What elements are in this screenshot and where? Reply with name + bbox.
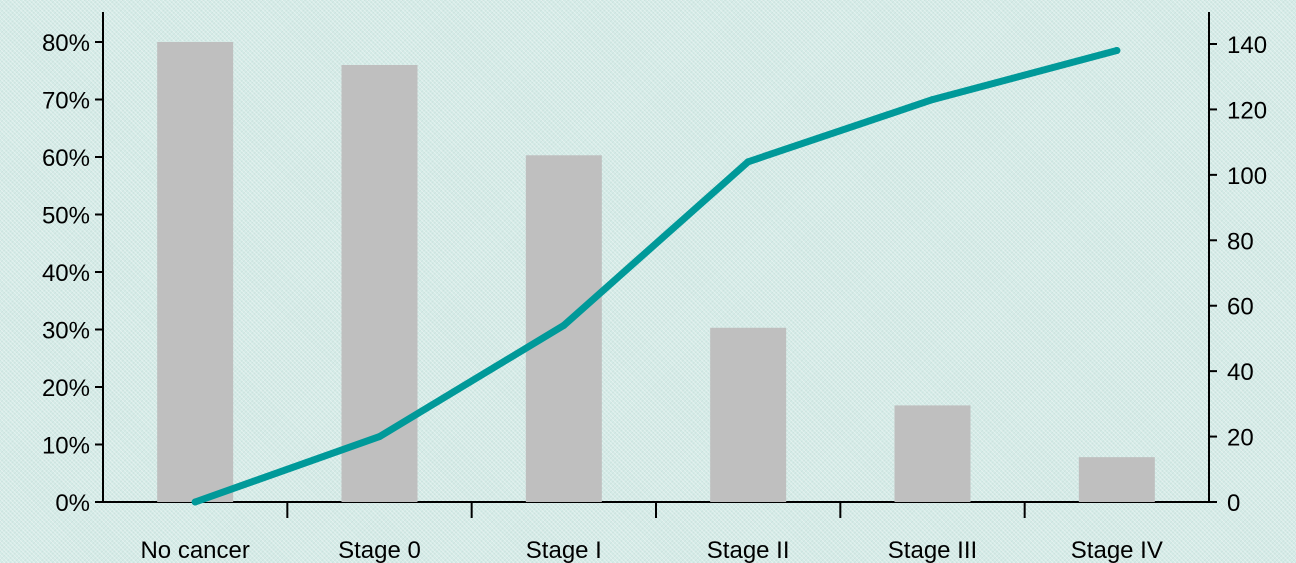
right-tick-label: 80 xyxy=(1227,228,1254,255)
bar xyxy=(1078,457,1155,502)
left-tick-label: 80% xyxy=(42,30,90,57)
left-tick-label: 60% xyxy=(42,145,90,172)
line-path xyxy=(191,47,1121,506)
x-axis: No cancer Stage 0 Stage I Stage II Stage III… xyxy=(103,501,1209,563)
right-tick-label: 120 xyxy=(1227,97,1267,124)
line-point xyxy=(744,158,752,166)
line-series xyxy=(191,47,1121,506)
line-point xyxy=(191,498,199,506)
bar xyxy=(894,405,971,502)
right-tick-label: 100 xyxy=(1227,163,1267,190)
line-point xyxy=(1113,47,1121,55)
left-tick-label: 0% xyxy=(55,490,90,517)
left-tick-label: 10% xyxy=(42,433,90,460)
right-tick-label: 40 xyxy=(1227,359,1254,386)
x-category-label: Stage II xyxy=(707,537,790,563)
x-category-label: Stage IV xyxy=(1071,537,1163,563)
left-tick-label: 40% xyxy=(42,260,90,287)
line-point xyxy=(560,321,568,329)
bar xyxy=(710,327,787,502)
right-tick-label: 0 xyxy=(1227,490,1240,517)
bar-series xyxy=(157,42,1155,502)
left-tick-label: 20% xyxy=(42,375,90,402)
x-category-label: Stage I xyxy=(526,537,602,563)
left-y-axis: 0% 10% 20% 30% 40% 50% 60% 70% 80% xyxy=(42,12,104,517)
x-category-label: Stage III xyxy=(888,537,977,563)
right-tick-label: 60 xyxy=(1227,294,1254,321)
right-tick-label: 20 xyxy=(1227,425,1254,452)
left-tick-label: 50% xyxy=(42,203,90,230)
right-y-axis: 0 20 40 60 80 100 120 140 xyxy=(1208,12,1267,517)
x-category-label: No cancer xyxy=(140,537,249,563)
line-point xyxy=(376,433,383,441)
bar xyxy=(157,42,234,502)
line-point xyxy=(929,96,936,104)
bar xyxy=(341,65,418,502)
left-tick-label: 30% xyxy=(42,318,90,345)
x-category-label: Stage 0 xyxy=(338,537,421,563)
right-tick-label: 140 xyxy=(1227,32,1267,59)
left-tick-label: 70% xyxy=(42,88,90,115)
